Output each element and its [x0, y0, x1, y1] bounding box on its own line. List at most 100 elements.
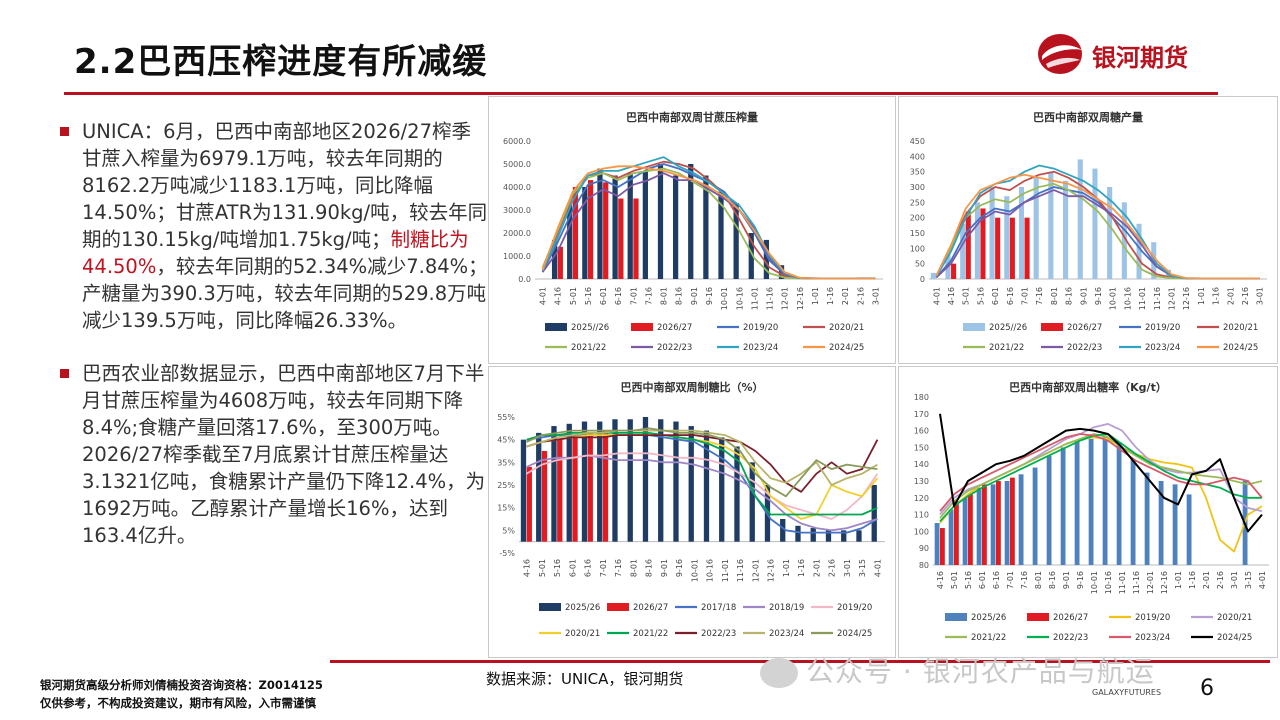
x-tick-label: 3-15 [858, 559, 867, 577]
x-tick-label: 7-16 [614, 559, 623, 577]
bar [719, 437, 725, 542]
bar [1107, 187, 1113, 279]
bar [587, 180, 594, 279]
bar [1063, 180, 1069, 279]
legend-swatch [607, 603, 629, 611]
bar [1060, 447, 1066, 565]
x-tick-label: 8-16 [1048, 571, 1057, 589]
y-tick-label: 5% [502, 526, 515, 535]
x-tick-label: 10-01 [690, 559, 699, 582]
bullet-marker [60, 369, 69, 378]
bar [940, 528, 945, 565]
x-tick-label: 8-01 [629, 559, 638, 577]
legend-label: 2022/23 [1053, 633, 1088, 643]
x-tick-label: 3-15 [1244, 571, 1253, 589]
x-tick-label: 5-16 [553, 559, 562, 577]
x-tick-label: 10-16 [1123, 287, 1132, 310]
legend-swatch [963, 323, 985, 331]
bar [825, 530, 832, 542]
series-line [541, 165, 876, 280]
bar [520, 439, 527, 542]
bar [582, 187, 588, 279]
series-line [935, 173, 1260, 280]
bar [1018, 474, 1024, 565]
legend-label: 2019/20 [837, 603, 872, 613]
series-line [939, 433, 1262, 522]
bar [930, 272, 936, 279]
x-tick-label: 8-01 [660, 287, 669, 305]
x-tick-label: 6-01 [978, 571, 987, 589]
bar [748, 233, 754, 279]
y-tick-label: 110 [914, 511, 929, 520]
bar [642, 417, 649, 542]
legend-label: 2025/26 [565, 603, 600, 613]
x-tick-label: 6-16 [1006, 287, 1015, 305]
bar [1088, 439, 1094, 565]
bar [962, 497, 968, 565]
legend-label: 2026/27 [1067, 323, 1102, 333]
bar [1074, 440, 1080, 565]
x-tick-label: 5-16 [976, 287, 985, 305]
y-tick-label: 100 [914, 527, 929, 536]
x-tick-label: 1-16 [1212, 287, 1221, 305]
y-tick-label: 50 [915, 260, 925, 269]
page-number: 6 [1200, 676, 1214, 701]
galaxy-wordmark: GALAXYFUTURES [1092, 688, 1162, 697]
footer-divider [330, 660, 1270, 663]
x-tick-label: 1-01 [782, 559, 791, 577]
x-tick-label: 5-01 [962, 287, 971, 305]
x-tick-label: 6-16 [584, 559, 593, 577]
x-tick-label: 4-01 [539, 287, 548, 305]
y-tick-label: 130 [914, 477, 929, 486]
bar [749, 462, 755, 542]
legend-label: 2023/24 [1135, 633, 1170, 643]
x-tick-label: 4-16 [554, 287, 563, 305]
x-tick-label: 2-16 [1241, 287, 1250, 305]
y-tick-label: 150 [914, 443, 929, 452]
brand-logo: 银河期货 [1036, 30, 1216, 78]
y-tick-label: 3000.0 [503, 206, 531, 215]
chart-sugar-yield: 巴西中南部双周出糖率（Kg/t） 80 90 100 110 120 130 140 150 16… [914, 380, 1269, 643]
bar [976, 487, 982, 565]
x-tick-label: 9-01 [690, 287, 699, 305]
y-tick-label: 250 [910, 198, 925, 207]
bar [566, 423, 572, 542]
x-tick-label: 10-16 [706, 559, 715, 582]
bar [597, 168, 603, 279]
bar [612, 419, 618, 542]
bar [1102, 435, 1108, 565]
legend-label: 2021/22 [633, 629, 668, 639]
x-tick-label: 2-16 [828, 559, 837, 577]
bar [810, 528, 816, 542]
y-tick-label: 1000.0 [503, 252, 531, 261]
bar [1136, 223, 1142, 279]
y-tick-label: 2000.0 [503, 229, 531, 238]
bar [567, 205, 573, 279]
legend-swatch [631, 323, 653, 331]
logo-text: 银河期货 [1092, 44, 1188, 72]
legend-label: 2021/22 [571, 343, 606, 353]
bar [572, 435, 578, 542]
bar [1121, 202, 1127, 279]
x-tick-label: 2-01 [841, 287, 850, 305]
y-tick-label: 45% [497, 436, 515, 445]
bar [657, 164, 664, 279]
legend-label: 2019/20 [743, 323, 778, 333]
bar [572, 187, 579, 279]
y-tick-label: -5% [499, 549, 515, 558]
y-tick-label: 140 [914, 460, 929, 469]
legend-label: 2026/27 [633, 603, 668, 613]
watermark-text: 公众号 · 银河农产品与航运 [806, 655, 1155, 688]
bar [1010, 477, 1015, 565]
bar [951, 263, 957, 279]
x-tick-label: 1-01 [1197, 287, 1206, 305]
title-divider [64, 92, 1218, 95]
bar [1024, 217, 1030, 279]
legend-label: 2024/25 [1223, 343, 1258, 353]
y-tick-label: 400 [910, 152, 925, 161]
bar [612, 175, 618, 279]
bar [934, 523, 940, 565]
bullet-text: UNICA：6月，巴西中南部地区2026/27榨季甘蔗入榨量为6979.1万吨，… [82, 120, 488, 251]
bar [642, 170, 648, 279]
legend-label: 2021/22 [971, 633, 1006, 643]
